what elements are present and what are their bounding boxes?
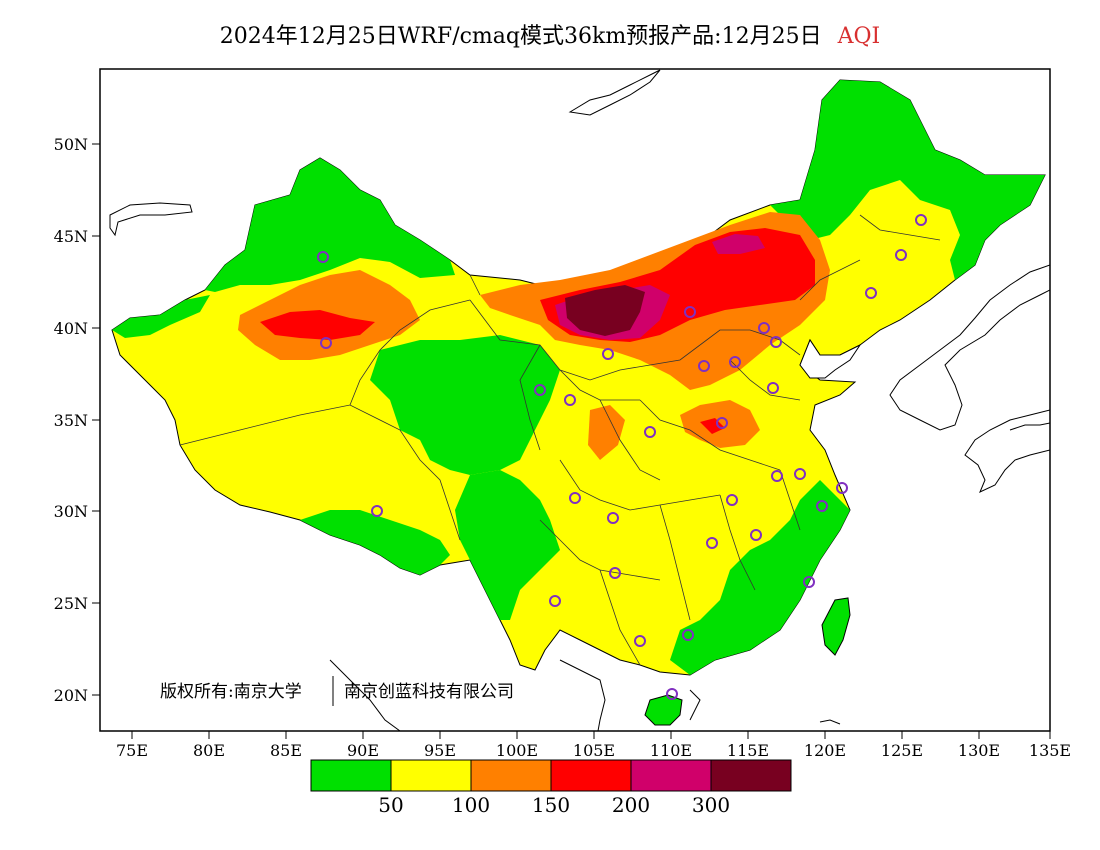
red-zone-tarim bbox=[260, 310, 375, 340]
lat-tick-label: 35N bbox=[54, 411, 88, 430]
legend-label: 300 bbox=[692, 793, 730, 817]
neighbor-coastlines bbox=[109, 69, 1050, 731]
station-markers bbox=[317, 214, 927, 700]
province-boundaries bbox=[179, 214, 941, 666]
station-marker bbox=[317, 251, 329, 263]
station-marker bbox=[767, 382, 779, 394]
station-marker bbox=[564, 394, 576, 406]
orange-zone-central bbox=[588, 405, 625, 460]
station-marker bbox=[371, 505, 383, 517]
station-marker bbox=[726, 494, 738, 506]
station-marker bbox=[569, 492, 581, 504]
hainan-island bbox=[644, 694, 683, 726]
map-area: 版权所有:南京大学 南京创蓝科技有限公司 bbox=[109, 69, 1050, 731]
green-zone-qinghai bbox=[370, 335, 560, 475]
station-marker bbox=[770, 336, 782, 348]
station-marker bbox=[758, 322, 770, 334]
station-marker bbox=[607, 512, 619, 524]
station-marker bbox=[706, 537, 718, 549]
lon-tick-label: 90E bbox=[347, 741, 379, 760]
station-marker bbox=[771, 470, 783, 482]
station-marker bbox=[816, 500, 828, 512]
lon-tick-label: 110E bbox=[650, 741, 692, 760]
lon-tick-label: 105E bbox=[573, 741, 615, 760]
station-marker bbox=[729, 356, 741, 368]
taiwan-island bbox=[821, 597, 851, 656]
green-zone-sichuan bbox=[455, 470, 560, 620]
station-marker bbox=[644, 426, 656, 438]
legend-swatch-unhealthy bbox=[550, 759, 632, 792]
lon-tick-label: 95E bbox=[424, 741, 456, 760]
hazardous-zone bbox=[565, 285, 645, 336]
lat-tick-label: 25N bbox=[54, 594, 88, 613]
station-marker bbox=[549, 595, 561, 607]
lon-tick-label: 120E bbox=[804, 741, 846, 760]
lon-tick-label: 75E bbox=[116, 741, 148, 760]
station-marker bbox=[803, 576, 815, 588]
legend-swatch-good bbox=[310, 759, 392, 792]
lat-axis: 50N 45N 40N 35N 30N 25N 20N bbox=[54, 135, 100, 705]
station-marker bbox=[320, 337, 332, 349]
lat-tick-label: 45N bbox=[54, 227, 88, 246]
station-marker bbox=[634, 635, 646, 647]
green-zone-west bbox=[112, 295, 210, 338]
station-marker bbox=[684, 306, 696, 318]
station-marker bbox=[915, 214, 927, 226]
station-marker bbox=[698, 360, 710, 372]
lon-tick-label: 80E bbox=[193, 741, 225, 760]
station-marker bbox=[794, 468, 806, 480]
red-zone-henan bbox=[700, 418, 725, 434]
lon-tick-label: 125E bbox=[881, 741, 923, 760]
legend-label: 50 bbox=[378, 793, 403, 817]
legend-label: 150 bbox=[532, 793, 570, 817]
legend-swatch-very-unhealthy bbox=[630, 759, 712, 792]
station-marker bbox=[750, 529, 762, 541]
station-marker bbox=[836, 482, 848, 494]
legend-label: 100 bbox=[452, 793, 490, 817]
lon-tick-label: 115E bbox=[727, 741, 769, 760]
lon-tick-label: 135E bbox=[1029, 741, 1071, 760]
legend-swatch-unhealthy-sensitive bbox=[470, 759, 552, 792]
station-marker bbox=[716, 417, 728, 429]
lat-tick-label: 40N bbox=[54, 319, 88, 338]
lat-tick-label: 30N bbox=[54, 502, 88, 521]
green-zone-dzungaria bbox=[205, 158, 455, 292]
map-frame bbox=[99, 68, 1051, 732]
green-zone-tibet-south bbox=[300, 510, 450, 575]
title-variable: AQI bbox=[837, 24, 881, 49]
lon-tick-label: 100E bbox=[496, 741, 538, 760]
lon-tick-label: 85E bbox=[270, 741, 302, 760]
station-marker bbox=[534, 384, 546, 396]
station-marker bbox=[609, 567, 621, 579]
aqi-legend: 50 100 150 200 300 bbox=[310, 759, 792, 817]
legend-swatch-hazardous bbox=[710, 759, 792, 792]
legend-label: 200 bbox=[612, 793, 650, 817]
station-marker bbox=[602, 348, 614, 360]
lat-tick-label: 50N bbox=[54, 135, 88, 154]
green-zone-northeast bbox=[770, 80, 1045, 280]
bohai-sea bbox=[799, 338, 862, 379]
station-marker bbox=[865, 287, 877, 299]
lon-axis: 75E 80E 85E 90E 95E 100E 105E 110E 115E … bbox=[116, 731, 1071, 760]
copyright-right: 南京创蓝科技有限公司 bbox=[344, 682, 514, 702]
magenta-zone-east bbox=[712, 234, 765, 254]
lat-tick-label: 20N bbox=[54, 686, 88, 705]
legend-swatch-moderate bbox=[390, 759, 472, 792]
station-marker bbox=[682, 629, 694, 641]
lon-tick-label: 130E bbox=[958, 741, 1000, 760]
station-marker bbox=[895, 249, 907, 261]
title-main: 2024年12月25日WRF/cmaq模式36km预报产品:12月25日 bbox=[219, 24, 822, 49]
copyright-left: 版权所有:南京大学 bbox=[160, 682, 302, 702]
green-zone-southeast bbox=[670, 480, 850, 675]
station-marker bbox=[666, 688, 678, 700]
map-title: 2024年12月25日WRF/cmaq模式36km预报产品:12月25日 AQI bbox=[0, 18, 1100, 50]
orange-zone-hami bbox=[495, 288, 540, 310]
